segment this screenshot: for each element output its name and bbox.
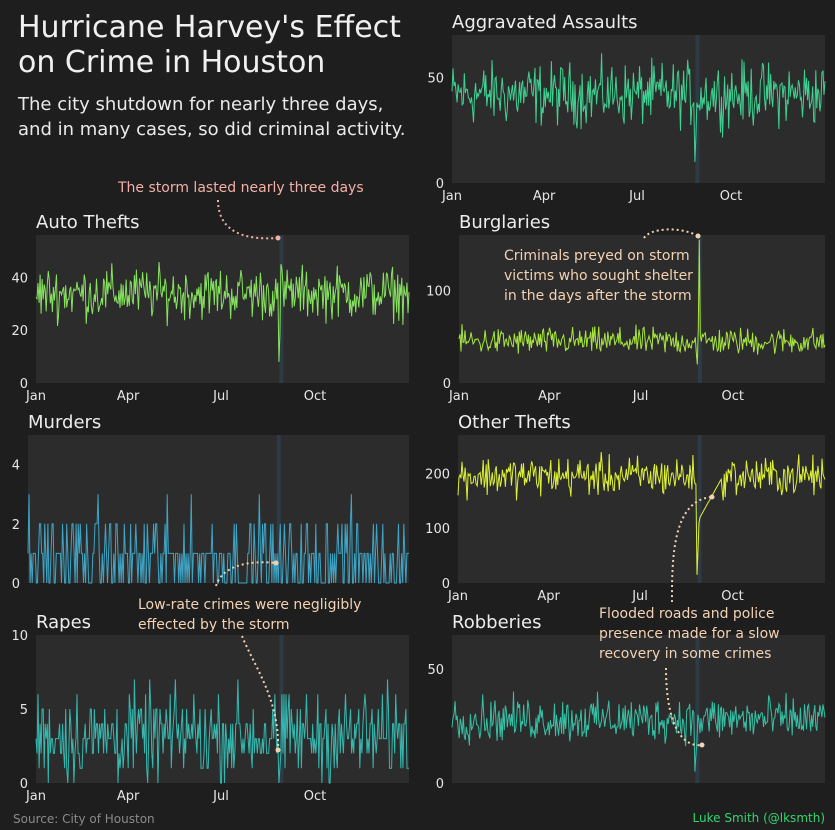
arrow-storm-duration [217, 199, 279, 240]
arrow-low-rate [215, 561, 277, 587]
chart-murders-panel [28, 435, 409, 583]
arrow-rapes [241, 635, 280, 751]
chart-rapes-xtick-oct: Oct [304, 789, 326, 804]
chart-auto-thefts-title: Auto Thefts [36, 212, 139, 233]
chart-aggravated-assaults-xtick-jul: Jul [628, 189, 645, 204]
chart-burglaries-xtick-jan: Jan [448, 389, 469, 404]
chart-other-thefts-xtick-oct: Oct [721, 589, 743, 604]
chart-aggravated-assaults-ytick-0: 0 [436, 177, 444, 192]
annotation-burglaries: Criminals preyed on storm victims who so… [504, 248, 693, 304]
chart-robberies-series-line [451, 691, 826, 772]
chart-aggravated-assaults-title: Aggravated Assaults [452, 12, 638, 33]
chart-auto-thefts-xtick-jan: Jan [25, 389, 46, 404]
chart-other-thefts-title: Other Thefts [458, 412, 571, 433]
chart-rapes-panel [36, 635, 409, 783]
chart-murders-ytick-2: 2 [12, 518, 20, 533]
chart-rapes-xtick-jan: Jan [25, 789, 46, 804]
chart-other-thefts-xtick-jul: Jul [631, 589, 648, 604]
arrow-burglaries [643, 228, 699, 239]
author-credit: Luke Smith (@lksmth) [692, 811, 825, 825]
chart-burglaries-xtick-apr: Apr [538, 389, 561, 404]
chart-burglaries-ytick-100: 100 [426, 285, 451, 300]
annotation-slow-recovery: Flooded roads and police presence made f… [599, 606, 780, 662]
chart-other-thefts-storm-band [697, 435, 702, 583]
arrow-head-2 [273, 560, 279, 566]
chart-auto-thefts-ytick-0: 0 [20, 377, 28, 392]
chart-aggravated-assaults-xtick-oct: Oct [720, 189, 742, 204]
chart-other-thefts-xtick-apr: Apr [537, 589, 560, 604]
arrow-head-3 [275, 747, 281, 753]
chart-burglaries-ytick-0: 0 [443, 377, 451, 392]
chart-aggravated-assaults-xtick-apr: Apr [533, 189, 556, 204]
chart-auto-thefts-xtick-oct: Oct [304, 389, 326, 404]
chart-murders-storm-band [276, 435, 281, 583]
chart-other-thefts-ytick-0: 0 [442, 577, 450, 592]
arrow-head-4 [709, 494, 715, 500]
chart-other-thefts-ytick-100: 100 [425, 522, 450, 537]
chart-burglaries-title: Burglaries [459, 212, 550, 233]
chart-rapes-xtick-jul: Jul [212, 789, 229, 804]
page-title: Hurricane Harvey's Effect on Crime in Ho… [18, 10, 401, 80]
chart-robberies-title: Robberies [452, 612, 542, 633]
arrow-robberies [665, 667, 703, 747]
chart-burglaries-xtick-oct: Oct [722, 389, 744, 404]
chart-aggravated-assaults-storm-band [695, 35, 700, 183]
chart-burglaries-series-line [458, 239, 826, 365]
chart-murders-series-line [27, 494, 409, 584]
arrow-head-1 [695, 233, 701, 239]
chart-auto-thefts-xtick-jul: Jul [212, 389, 229, 404]
chart-auto-thefts-ytick-20: 20 [11, 324, 28, 339]
chart-rapes-ytick-0: 0 [20, 777, 28, 792]
chart-rapes-ytick-5: 5 [20, 703, 28, 718]
chart-other-thefts-ytick-200: 200 [425, 467, 450, 482]
chart-auto-thefts-xtick-apr: Apr [117, 389, 140, 404]
source-note: Source: City of Houston [13, 812, 155, 826]
arrow-head-5 [699, 742, 705, 748]
chart-rapes-title: Rapes [36, 612, 91, 633]
chart-other-thefts-series-line [457, 452, 826, 575]
chart-other-thefts-panel [458, 435, 825, 583]
chart-aggravated-assaults-xtick-jan: Jan [441, 189, 462, 204]
chart-burglaries-xtick-jul: Jul [632, 389, 649, 404]
chart-auto-thefts-ytick-40: 40 [11, 271, 28, 286]
arrow-head-0 [275, 235, 281, 241]
chart-auto-thefts-storm-band [279, 235, 284, 383]
chart-robberies-storm-band [695, 635, 700, 783]
arrow-other-thefts [671, 496, 713, 603]
chart-aggravated-assaults-ytick-50: 50 [427, 71, 444, 86]
chart-auto-thefts-series-line [35, 261, 410, 362]
chart-murders-ytick-0: 0 [12, 577, 20, 592]
chart-rapes-ytick-10: 10 [11, 629, 28, 644]
annotation-storm-duration: The storm lasted nearly three days [118, 180, 364, 196]
chart-robberies-ytick-50: 50 [427, 663, 444, 678]
chart-rapes-series-line [35, 679, 409, 784]
chart-murders-ytick-4: 4 [12, 459, 20, 474]
chart-robberies-ytick-0: 0 [436, 777, 444, 792]
chart-burglaries-panel [459, 235, 825, 383]
chart-aggravated-assaults-series-line [451, 53, 826, 162]
annotation-low-rate: Low-rate crimes were negligibly effected… [138, 597, 362, 633]
chart-rapes-xtick-apr: Apr [117, 789, 140, 804]
chart-other-thefts-xtick-jan: Jan [447, 589, 468, 604]
chart-aggravated-assaults-panel [452, 35, 825, 183]
page-subtitle: The city shutdown for nearly three days,… [18, 94, 406, 140]
chart-murders-title: Murders [28, 412, 101, 433]
